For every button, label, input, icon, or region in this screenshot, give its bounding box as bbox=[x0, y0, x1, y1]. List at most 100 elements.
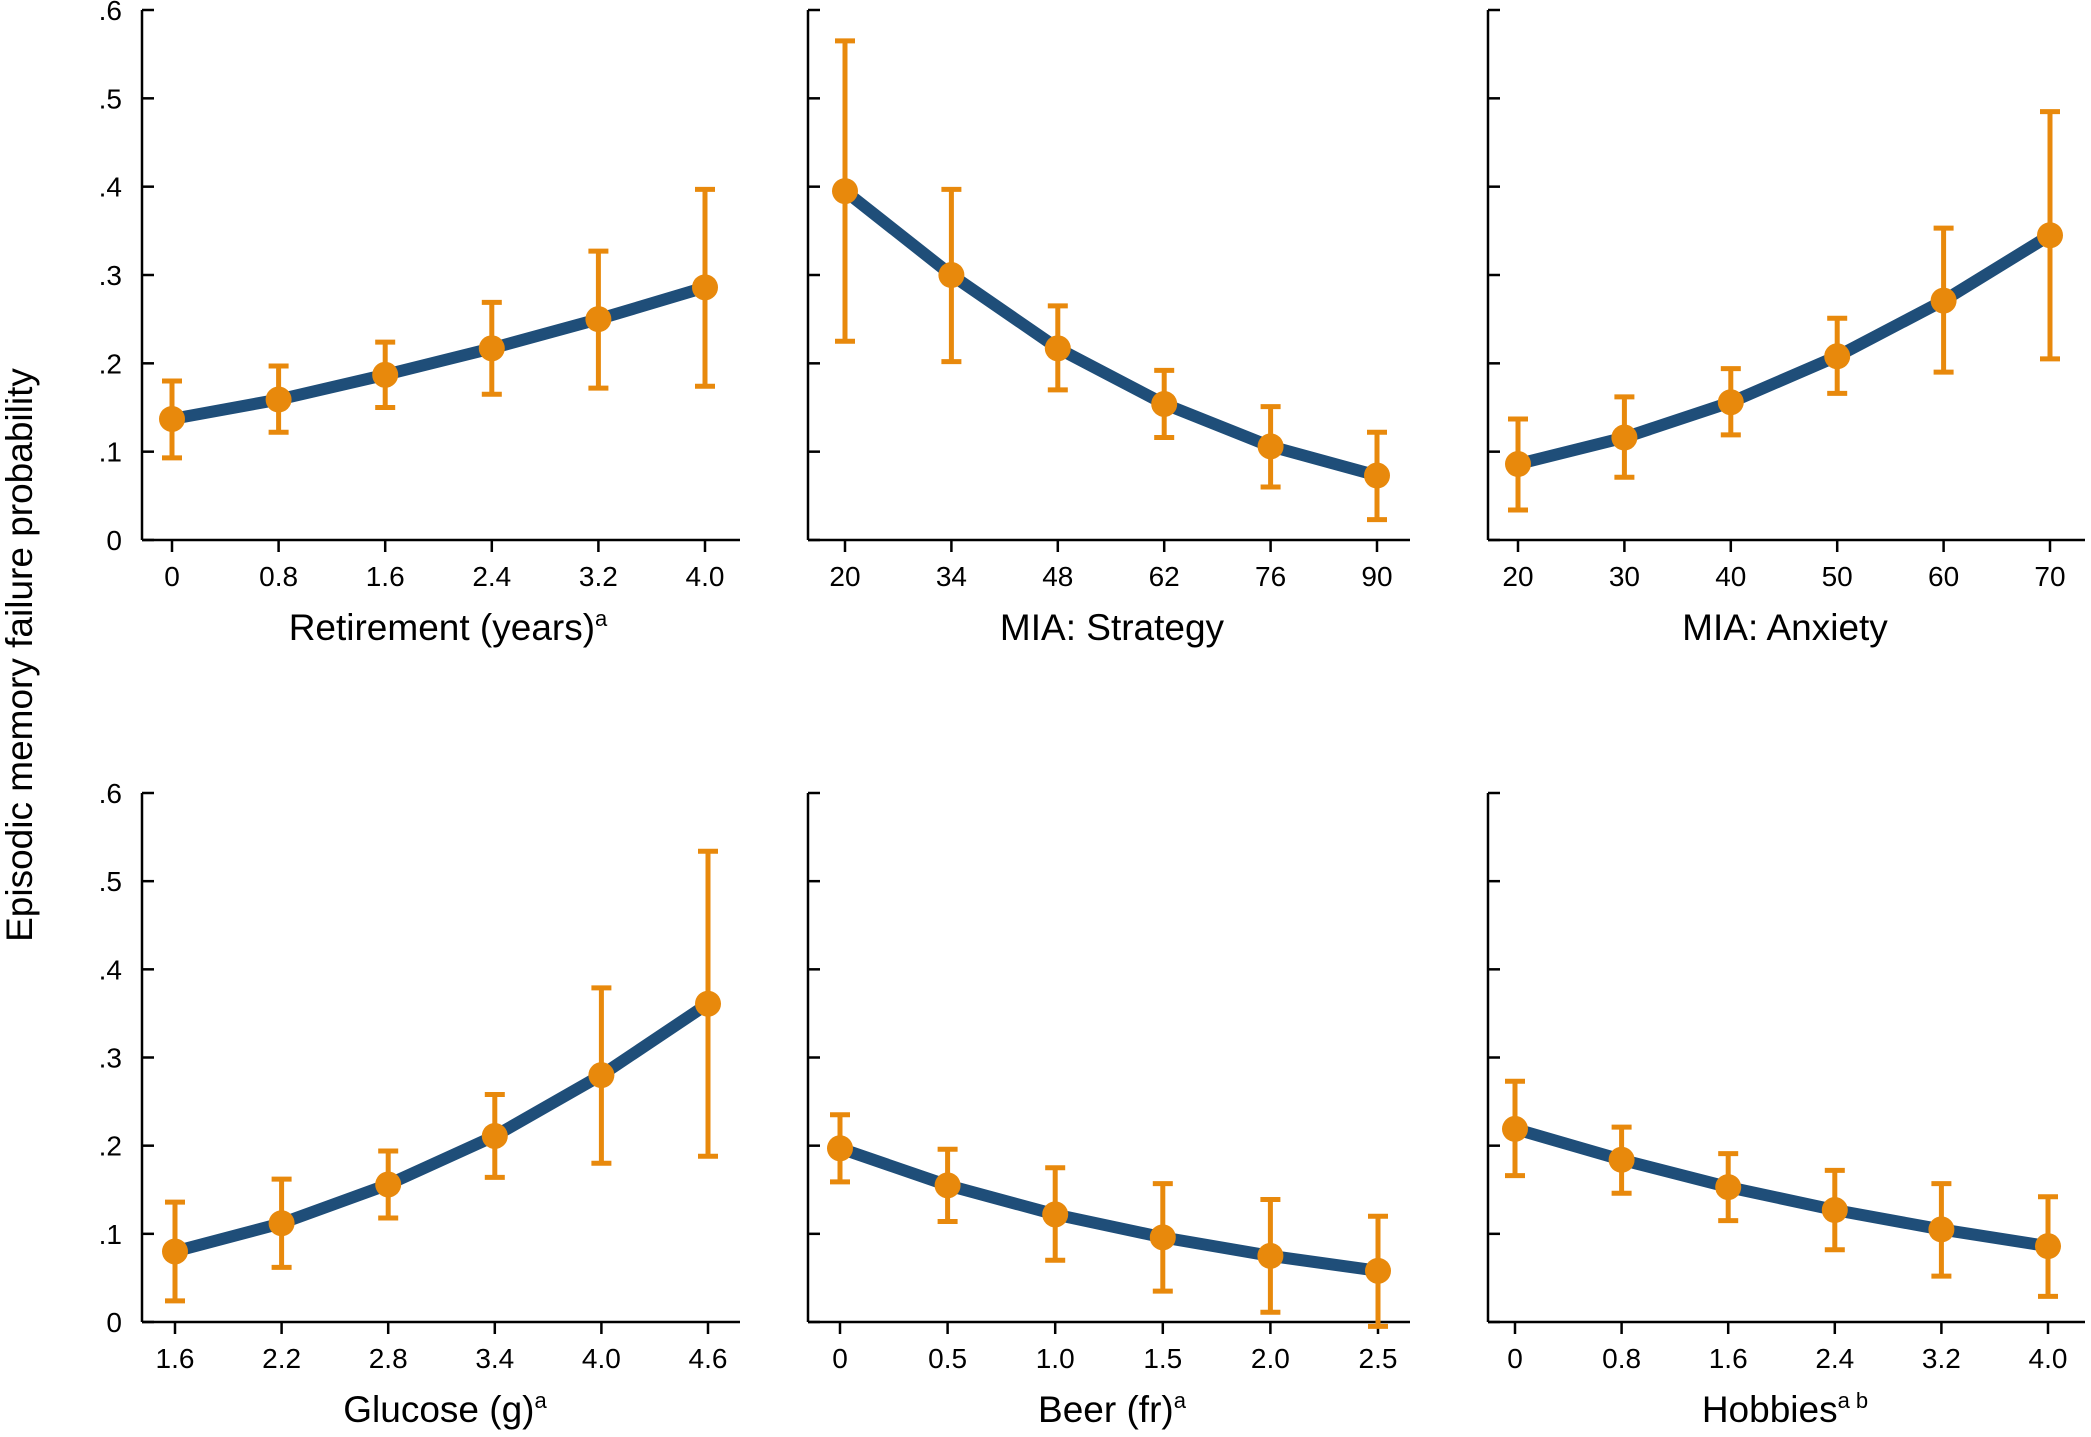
series-line bbox=[1509, 1122, 2054, 1253]
x-axis-title: Hobbiesa b bbox=[1702, 1388, 1868, 1430]
data-point bbox=[827, 1135, 853, 1162]
data-point bbox=[162, 1238, 188, 1265]
y-tick-label: .6 bbox=[99, 0, 122, 26]
y-tick-label: .5 bbox=[99, 866, 122, 897]
series-line bbox=[1512, 229, 2056, 471]
x-axis-title: Beer (fr)a bbox=[1038, 1388, 1187, 1430]
x-tick-label: 1.0 bbox=[1036, 1343, 1075, 1374]
x-axis-title: MIA: Strategy bbox=[1000, 607, 1225, 648]
x-tick-label: 50 bbox=[1822, 561, 1853, 592]
data-point bbox=[1042, 1201, 1069, 1228]
x-tick-label: 2.4 bbox=[1815, 1343, 1854, 1374]
x-tick-label: 0.5 bbox=[928, 1343, 967, 1374]
x-tick-label: 4.6 bbox=[689, 1343, 728, 1374]
x-tick-label: 60 bbox=[1928, 561, 1959, 592]
chart-panel-2: 20 34 48 62 76 90 MIA: Strategy bbox=[806, 8, 1410, 648]
y-tick-label: 0 bbox=[106, 525, 122, 556]
y-tick-label: .4 bbox=[99, 172, 122, 203]
x-tick-label: 2.0 bbox=[1251, 1343, 1290, 1374]
data-point bbox=[1502, 1115, 1528, 1142]
x-tick-label: 0 bbox=[1507, 1343, 1523, 1374]
y-axis-label: Episodic memory failure probability bbox=[0, 368, 40, 942]
x-tick-label: 1.6 bbox=[156, 1343, 195, 1374]
series-line bbox=[166, 281, 711, 425]
x-tick-label: 2.2 bbox=[262, 1343, 301, 1374]
x-tick-label: 48 bbox=[1042, 561, 1073, 592]
y-tick-label: .3 bbox=[99, 260, 122, 291]
data-point bbox=[1930, 287, 1957, 314]
data-point bbox=[695, 990, 721, 1017]
data-point bbox=[1715, 1174, 1742, 1201]
data-point bbox=[934, 1172, 961, 1199]
x-axis-title: MIA: Anxiety bbox=[1682, 607, 1888, 648]
chart-panel-4: 0 .1 .2 .3 .4 .5 .6 1.6 2.2 2.8 3.4 4.0 4.6 Glucose (… bbox=[99, 778, 740, 1430]
y-tick-label: 0 bbox=[106, 1307, 122, 1338]
x-tick-label: 2.5 bbox=[1359, 1343, 1398, 1374]
x-tick-label: 0.8 bbox=[1602, 1343, 1641, 1374]
chart-panel-1: 0 .1 .2 .3 .4 .5 .6 0 0.8 1.6 2.4 3.2 4.0 Retirement … bbox=[99, 0, 740, 648]
data-point bbox=[268, 1210, 295, 1237]
data-point bbox=[692, 274, 718, 301]
data-point bbox=[372, 361, 399, 388]
x-tick-label: 1.6 bbox=[1709, 1343, 1748, 1374]
x-tick-label: 1.5 bbox=[1143, 1343, 1182, 1374]
y-tick-label: .6 bbox=[99, 778, 122, 809]
data-point bbox=[1257, 433, 1284, 460]
y-tick-label: .3 bbox=[99, 1043, 122, 1074]
x-axis-title: Glucose (g)a bbox=[343, 1388, 547, 1430]
chart-panel-6: 0 0.8 1.6 2.4 3.2 4.0 Hobbiesa b bbox=[1486, 791, 2085, 1430]
x-tick-label: 30 bbox=[1609, 561, 1640, 592]
y-tick-label: .2 bbox=[99, 1131, 122, 1162]
y-tick-label: .2 bbox=[99, 348, 122, 379]
x-tick-label: 34 bbox=[936, 561, 967, 592]
x-tick-label: 76 bbox=[1255, 561, 1286, 592]
data-point bbox=[1149, 1224, 1176, 1251]
data-point bbox=[1505, 451, 1531, 478]
data-point bbox=[1044, 335, 1071, 362]
panels: 0 .1 .2 .3 .4 .5 .6 0 0.8 1.6 2.4 3.2 4.0 Retirement … bbox=[99, 0, 2085, 1430]
x-tick-label: 1.6 bbox=[366, 561, 405, 592]
x-tick-label: 3.2 bbox=[1922, 1343, 1961, 1374]
data-point bbox=[1611, 424, 1638, 451]
data-point bbox=[1928, 1216, 1955, 1243]
data-point bbox=[265, 386, 292, 413]
y-tick-label: .4 bbox=[99, 954, 122, 985]
data-point bbox=[1365, 1257, 1391, 1284]
chart-panel-5: 0 0.5 1.0 1.5 2.0 2.5 Beer (fr)a bbox=[806, 791, 1410, 1430]
data-point bbox=[1824, 343, 1851, 370]
data-point bbox=[1364, 462, 1390, 489]
data-point bbox=[2035, 1233, 2061, 1260]
data-point bbox=[375, 1171, 402, 1198]
y-tick-label: .1 bbox=[99, 437, 122, 468]
data-point bbox=[481, 1122, 508, 1149]
x-tick-label: 4.0 bbox=[2029, 1343, 2068, 1374]
x-tick-label: 3.4 bbox=[475, 1343, 514, 1374]
x-tick-label: 62 bbox=[1149, 561, 1180, 592]
data-point bbox=[159, 405, 185, 432]
data-point bbox=[1608, 1146, 1635, 1173]
x-axis-title: Retirement (years)a bbox=[289, 606, 608, 648]
x-tick-label: 20 bbox=[1502, 561, 1533, 592]
y-tick-label: .1 bbox=[99, 1219, 122, 1250]
x-tick-label: 3.2 bbox=[579, 561, 618, 592]
data-point bbox=[938, 262, 965, 288]
x-tick-label: 4.0 bbox=[686, 561, 725, 592]
x-tick-label: 40 bbox=[1715, 561, 1746, 592]
series-line bbox=[839, 185, 1383, 482]
series-line bbox=[169, 997, 714, 1258]
data-point bbox=[588, 1062, 615, 1089]
x-tick-label: 20 bbox=[829, 561, 860, 592]
x-tick-label: 0.8 bbox=[259, 561, 298, 592]
x-tick-label: 2.4 bbox=[472, 561, 511, 592]
x-tick-label: 2.8 bbox=[369, 1343, 408, 1374]
x-tick-label: 0 bbox=[832, 1343, 848, 1374]
data-point bbox=[1257, 1242, 1284, 1269]
data-point bbox=[1717, 389, 1744, 416]
data-point bbox=[585, 306, 612, 333]
chart-panel-3: 20 30 40 50 60 70 MIA: Anxiety bbox=[1486, 8, 2085, 648]
data-point bbox=[832, 178, 858, 205]
x-tick-label: 4.0 bbox=[582, 1343, 621, 1374]
x-tick-label: 70 bbox=[2034, 561, 2065, 592]
data-point bbox=[2037, 222, 2063, 249]
